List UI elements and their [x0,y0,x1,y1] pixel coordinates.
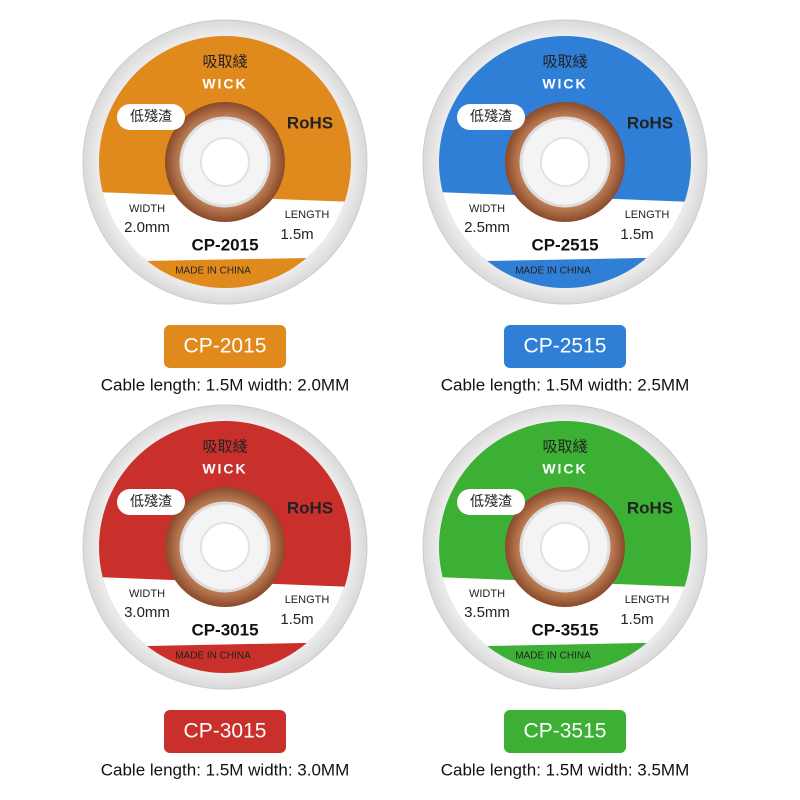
model: CP-3515 [531,620,598,639]
caption: Cable length: 1.5M width: 2.0MM [101,375,350,394]
rohs: RoHS [287,113,333,132]
length-label: LENGTH [285,594,330,606]
caption: Cable length: 1.5M width: 3.0MM [101,760,350,779]
tag-pill [457,104,525,130]
tag: 低殘渣 [130,493,172,510]
model-badge [164,710,286,753]
hub-inner [540,522,590,572]
title-cn: 吸取綫 [202,438,247,456]
brand: WICK [202,76,247,92]
model-badge [504,710,626,753]
caption: Cable length: 1.5M width: 3.5MM [441,760,690,779]
width-label: WIDTH [469,588,505,600]
tag-pill [457,489,525,515]
badge-text: CP-3015 [184,720,267,743]
origin: MADE IN CHINA [515,651,591,662]
width: 2.0mm [124,219,170,236]
length-label: LENGTH [625,594,670,606]
length: 1.5m [620,226,653,243]
spool-card: 吸取綫 WICK 低殘渣 RoHS WIDTH 3.5mm LENGTH 1.5m CP-351… [422,404,708,779]
model: CP-3015 [191,620,258,639]
model: CP-2515 [531,235,598,254]
badge-text: CP-2515 [524,335,607,358]
width: 3.5mm [464,604,510,621]
width: 3.0mm [124,604,170,621]
brand: WICK [202,461,247,477]
hub-inner [540,137,590,187]
length-label: LENGTH [625,209,670,221]
length: 1.5m [280,611,313,628]
rohs: RoHS [287,498,333,517]
width-label: WIDTH [129,203,165,215]
label-white-band [439,577,691,647]
caption: Cable length: 1.5M width: 2.5MM [441,375,690,394]
hub-inner [200,522,250,572]
label-white-band [99,577,351,647]
badge-text: CP-2015 [184,335,267,358]
tag: 低殘渣 [130,108,172,125]
origin: MADE IN CHINA [175,651,251,662]
model: CP-2015 [191,235,258,254]
tag-pill [117,104,185,130]
length-label: LENGTH [285,209,330,221]
spool-card: 吸取綫 WICK 低殘渣 RoHS WIDTH 2.5mm LENGTH 1.5m CP-251… [422,19,708,394]
brand: WICK [542,76,587,92]
brand: WICK [542,461,587,477]
title-cn: 吸取綫 [202,53,247,71]
width-label: WIDTH [469,203,505,215]
spool-card: 吸取綫 WICK 低殘渣 RoHS WIDTH 3.0mm LENGTH 1.5m CP-301… [82,404,368,779]
title-cn: 吸取綫 [542,438,587,456]
label-white-band [439,192,691,262]
model-badge [504,325,626,368]
tag: 低殘渣 [470,108,512,125]
width-label: WIDTH [129,588,165,600]
length: 1.5m [620,611,653,628]
title-cn: 吸取綫 [542,53,587,71]
spool-label [99,421,351,673]
origin: MADE IN CHINA [175,266,251,277]
width: 2.5mm [464,219,510,236]
tag: 低殘渣 [470,493,512,510]
label-white-band [99,192,351,262]
hub-inner [200,137,250,187]
tag-pill [117,489,185,515]
rohs: RoHS [627,113,673,132]
badge-text: CP-3515 [524,720,607,743]
length: 1.5m [280,226,313,243]
rohs: RoHS [627,498,673,517]
model-badge [164,325,286,368]
origin: MADE IN CHINA [515,266,591,277]
spool-card: 吸取綫 WICK 低殘渣 RoHS WIDTH 2.0mm LENGTH 1.5m CP-201… [82,19,368,394]
